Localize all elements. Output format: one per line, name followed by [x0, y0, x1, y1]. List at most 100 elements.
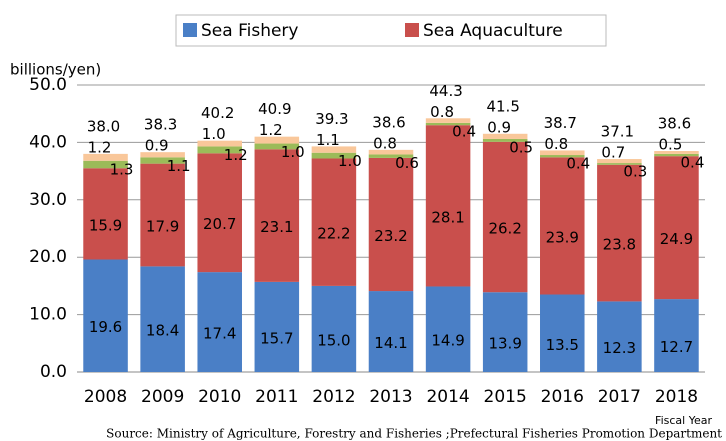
value-label: 0.4: [566, 155, 590, 173]
y-tick-label: 50.0: [29, 75, 67, 95]
value-label: 20.7: [203, 215, 236, 233]
x-tick-label: 2015: [484, 387, 527, 407]
value-label: 0.7: [601, 144, 625, 162]
value-label: 1.0: [202, 125, 226, 143]
bar-segment: [482, 138, 528, 142]
bar-segment: [140, 152, 185, 158]
bar-segment: [83, 153, 128, 161]
legend-label: Sea Fishery: [201, 21, 298, 41]
value-label: 23.1: [260, 218, 293, 236]
value-label: 19.6: [89, 318, 122, 336]
value-label: 0.5: [659, 136, 683, 154]
bar-segment: [311, 285, 357, 372]
total-label: 38.3: [144, 116, 177, 134]
bar-segment: [482, 292, 528, 372]
bar-segment: [197, 146, 242, 154]
bar-segment: [654, 153, 699, 157]
total-label: 38.6: [658, 115, 691, 133]
x-tick-label: 2011: [255, 387, 298, 407]
y-tick-label: 20.0: [29, 247, 67, 267]
bar-segment: [368, 157, 414, 292]
x-tick-label: 2014: [426, 387, 469, 407]
value-label: 0.8: [544, 135, 568, 153]
x-tick-label: 2009: [141, 387, 184, 407]
bar-segment: [83, 168, 128, 260]
x-tick-label: 2017: [598, 387, 641, 407]
value-label: 1.3: [110, 160, 134, 178]
x-tick-label: 2013: [369, 387, 412, 407]
x-tick-label: 2008: [84, 387, 127, 407]
bar-segment: [368, 149, 414, 155]
value-label: 15.7: [260, 329, 293, 347]
bar-segment: [654, 151, 699, 154]
value-label: 23.2: [374, 227, 407, 245]
total-label: 38.6: [372, 113, 405, 131]
bar-segment: [197, 153, 242, 273]
value-label: 26.2: [488, 220, 521, 238]
total-label: 38.0: [87, 117, 120, 135]
bar-segment: [254, 136, 300, 144]
bar-segment: [197, 272, 242, 372]
value-label: 1.0: [338, 152, 362, 170]
value-label: 1.0: [281, 143, 305, 161]
source: Source: Ministry of Agriculture, Forestr…: [106, 427, 722, 441]
legend-label: Sea Aquaculture: [423, 21, 563, 41]
bar-segment: [140, 163, 185, 267]
bar-segment: [540, 157, 585, 295]
bar-segment: [425, 286, 471, 372]
bar-segment: [482, 133, 528, 139]
value-label: 17.4: [203, 325, 236, 343]
value-label: 12.7: [660, 338, 693, 356]
bar-segment: [311, 146, 357, 153]
bar-segment: [254, 281, 300, 372]
x-tick-label: 2012: [312, 387, 355, 407]
bar-segment: [425, 122, 471, 126]
total-label: 37.1: [601, 123, 634, 141]
value-label: 0.3: [623, 163, 647, 181]
y-tick-label: 10.0: [29, 305, 67, 325]
legend-swatch: [405, 23, 419, 37]
legend-swatch: [183, 23, 197, 37]
value-label: 13.5: [546, 336, 579, 354]
value-label: 0.6: [395, 154, 419, 172]
value-label: 1.2: [259, 121, 283, 139]
bar-segment: [140, 157, 185, 164]
total-label: 41.5: [486, 97, 519, 115]
x-axis-label: Fiscal Year: [655, 414, 712, 427]
value-label: 0.4: [681, 153, 705, 171]
bar-segment: [540, 155, 585, 158]
bar-segment: [597, 301, 642, 372]
value-label: 28.1: [431, 208, 464, 226]
bar-segment: [540, 150, 585, 156]
total-label: 38.7: [544, 114, 577, 132]
value-label: 0.9: [487, 118, 511, 136]
bar-segment: [254, 143, 300, 150]
bar-segment: [597, 163, 642, 165]
legend-box: [175, 14, 607, 47]
total-label: 40.9: [258, 100, 291, 118]
value-label: 0.8: [430, 103, 454, 121]
value-label: 23.9: [546, 228, 579, 246]
bar-segment: [83, 259, 128, 372]
value-label: 1.2: [224, 146, 248, 164]
value-label: 15.9: [89, 216, 122, 234]
bar-segment: [597, 159, 642, 164]
bar-segment: [197, 140, 242, 147]
bar-segment: [597, 164, 642, 302]
value-label: 0.8: [373, 134, 397, 152]
value-label: 14.9: [431, 332, 464, 350]
y-tick-label: 30.0: [29, 190, 67, 210]
y-tick-label: 0.0: [40, 362, 67, 382]
value-label: 13.9: [488, 335, 521, 353]
bar-segment: [311, 152, 357, 159]
value-label: 24.9: [660, 230, 693, 248]
value-label: 22.2: [317, 225, 350, 243]
bar-segment: [654, 299, 699, 372]
bar-segment: [83, 160, 128, 169]
bar-segment: [368, 154, 414, 158]
y-tick-label: 40.0: [29, 132, 67, 152]
y-axis-label: billions/yen): [10, 61, 101, 79]
value-label: 1.1: [167, 157, 191, 175]
value-label: 1.1: [316, 131, 340, 149]
value-label: 23.8: [603, 236, 636, 254]
